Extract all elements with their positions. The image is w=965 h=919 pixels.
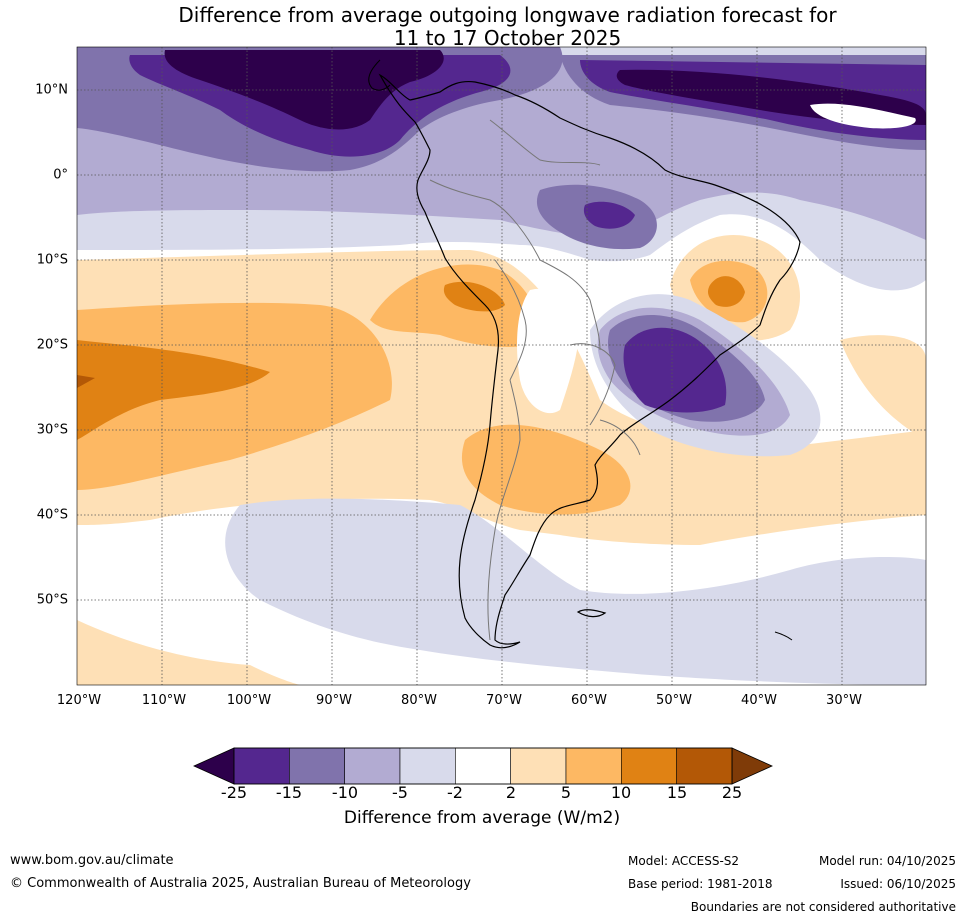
colorbar-tick: -15 — [275, 783, 303, 802]
colorbar-over-arrow — [731, 747, 773, 785]
colorbar-boxes — [233, 747, 733, 785]
lon-label-30w: 30°W — [826, 693, 862, 708]
positive-anomaly-region-light-southwest-corner — [77, 620, 300, 685]
positive-anomaly-region-light-far-southeast — [840, 335, 926, 440]
lon-label-60w: 60°W — [571, 693, 607, 708]
colorbar-box — [233, 747, 290, 785]
colorbar-tick: 5 — [560, 783, 572, 802]
footer-copyright: © Commonwealth of Australia 2025, Austra… — [10, 876, 471, 891]
footer-issued: Issued: 06/10/2025 — [840, 877, 956, 891]
map-frame — [76, 46, 927, 686]
lon-label-90w: 90°W — [316, 693, 352, 708]
colorbar-box — [510, 747, 567, 785]
footer-model: Model: ACCESS-S2 — [628, 854, 740, 868]
negative-anomaly-region-extreme-pacific — [164, 50, 444, 130]
title-line-1: Difference from average outgoing longwav… — [178, 3, 837, 27]
coastline-south-america — [378, 73, 801, 649]
lon-label-100w: 100°W — [226, 693, 272, 708]
national-borders — [429, 119, 641, 641]
lon-label-70w: 70°W — [486, 693, 522, 708]
positive-anomaly-region-strong-brazil — [708, 276, 745, 307]
colorbar-box — [621, 747, 677, 785]
lon-label-40w: 40°W — [741, 693, 777, 708]
coastline-south-georgia — [774, 631, 793, 641]
coastline-central-america — [368, 59, 391, 91]
colorbar-box — [289, 747, 345, 785]
colorbar-under-arrow — [193, 747, 235, 785]
lat-label-10n: 10°N — [35, 82, 68, 98]
lat-label-20s: 20°S — [36, 337, 68, 353]
lon-label-80w: 80°W — [401, 693, 437, 708]
colorbar-tick: 25 — [721, 783, 743, 802]
colorbar-tick: -5 — [392, 783, 408, 802]
colorbar-tick: 2 — [505, 783, 517, 802]
title-line-2: 11 to 17 October 2025 — [393, 26, 622, 50]
coastline-falkland-islands — [576, 609, 607, 618]
colorbar-frame — [233, 747, 733, 785]
lon-label-110w: 110°W — [141, 693, 187, 708]
lon-label-120w: 120°W — [56, 693, 102, 708]
colorbar-box — [565, 747, 622, 785]
near-average-region-north-atlantic — [810, 103, 916, 129]
positive-anomaly-region-very-strong-southeast-pacific — [77, 375, 95, 388]
negative-anomaly-region-very-strong-south-brazil — [623, 327, 727, 413]
lat-label-10s: 10°S — [36, 252, 68, 268]
colorbar-label: Difference from average (W/m2) — [343, 808, 621, 828]
lat-label-30s: 30°S — [36, 422, 68, 438]
colorbar-box — [399, 747, 456, 785]
colorbar-tick: 10 — [610, 783, 632, 802]
colorbar-box — [676, 747, 733, 785]
graticule — [77, 47, 926, 685]
colorbar-tick: 15 — [666, 783, 688, 802]
positive-anomaly-region-medium-argentina — [461, 424, 631, 515]
negative-anomaly-region-light-southern-ocean — [225, 498, 926, 685]
anomaly-field — [77, 47, 926, 685]
footer-model-run: Model run: 04/10/2025 — [818, 854, 956, 868]
lat-label-50s: 50°S — [36, 592, 68, 608]
positive-anomaly-region-strong-southeast-pacific — [77, 340, 270, 440]
footer-website: www.bom.gov.au/climate — [10, 853, 174, 868]
chart-title: Difference from average outgoing longwav… — [0, 4, 965, 50]
colorbar-box — [455, 747, 511, 785]
footer-disclaimer: Boundaries are not considered authoritat… — [690, 900, 956, 914]
lat-label-0: 0° — [53, 167, 68, 183]
footer-base-period: Base period: 1981-2018 — [628, 877, 773, 891]
lat-label-40s: 40°S — [36, 507, 68, 523]
colorbar-tick: -2 — [447, 783, 463, 802]
colorbar-tick: -10 — [331, 783, 359, 802]
negative-anomaly-region-very-strong-amazon — [583, 201, 635, 229]
positive-anomaly-region-strong-peru-bolivia — [443, 281, 505, 312]
colorbar — [193, 747, 773, 785]
near-average-region-central-argentina — [517, 288, 580, 414]
colorbar-tick: -25 — [220, 783, 248, 802]
positive-anomaly-region-medium-peru-bolivia — [370, 264, 539, 347]
lon-label-50w: 50°W — [656, 693, 692, 708]
colorbar-box — [344, 747, 401, 785]
